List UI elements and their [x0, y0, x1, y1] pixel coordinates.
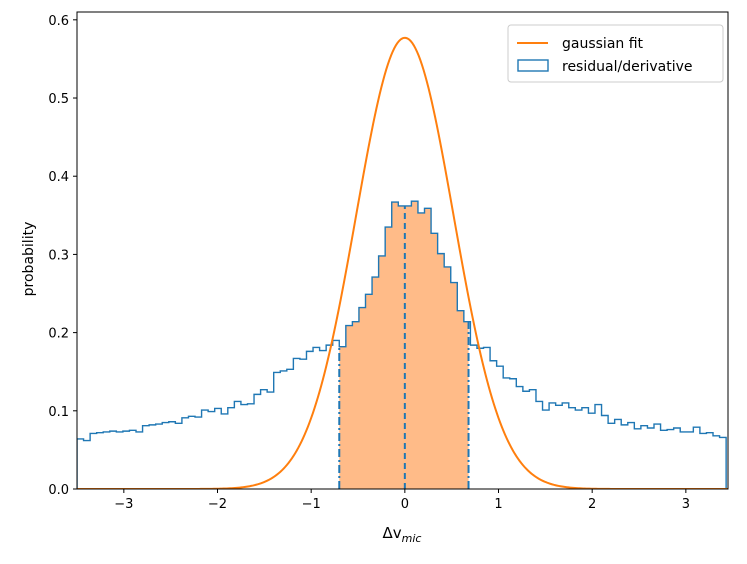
legend-histogram-label: residual/derivative [562, 59, 692, 75]
histogram-step [77, 200, 727, 489]
y-tick-label: 0.6 [48, 14, 69, 29]
legend-histogram-swatch [517, 59, 549, 72]
x-tick-label: 1 [494, 497, 502, 512]
y-tick-label: 0.0 [48, 483, 69, 498]
legend-gaussian-fit-label: gaussian fit [562, 36, 644, 52]
y-tick-label: 0.1 [48, 405, 69, 420]
x-tick-label: 2 [588, 497, 596, 512]
x-tick-label: −1 [302, 497, 321, 512]
axes: −3 −2 −1 0 1 2 3 0.0 0.1 0.2 0.3 0.4 0.5 0.6 [48, 11, 729, 512]
y-tick-label: 0.2 [48, 327, 69, 342]
y-tick-label: 0.3 [48, 248, 69, 263]
y-tick-label: 0.5 [48, 92, 69, 107]
y-axis-label: probability [21, 222, 37, 297]
x-axis-label-main: Δv [383, 524, 402, 542]
x-tick-label: 0 [401, 497, 409, 512]
legend: gaussian fit residual/derivative [507, 24, 724, 83]
axes-frame [76, 11, 729, 490]
y-tick-label: 0.4 [48, 170, 69, 185]
x-tick-label: −3 [114, 497, 133, 512]
x-axis-label-subscript: mic [402, 532, 422, 545]
x-tick-label: −2 [208, 497, 227, 512]
x-axis-label: Δvmic [383, 524, 422, 545]
x-tick-label: 3 [682, 497, 690, 512]
legend-frame [507, 24, 724, 83]
